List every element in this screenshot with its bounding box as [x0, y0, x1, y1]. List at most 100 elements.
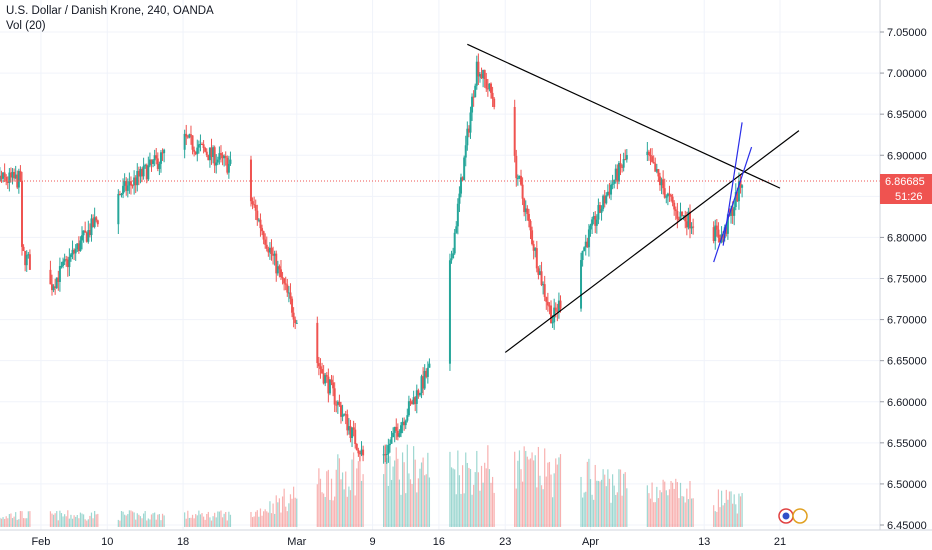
candle-body: [55, 277, 58, 288]
volume-bar: [457, 450, 459, 527]
candle-body: [24, 250, 27, 266]
candle-body: [21, 180, 23, 247]
candle-body: [28, 254, 31, 270]
candle-body: [464, 145, 467, 158]
candle-body: [193, 149, 196, 152]
candle-body: [355, 443, 358, 451]
volume-bar: [185, 518, 187, 527]
volume-bar: [458, 475, 461, 527]
volume-bar: [190, 517, 192, 527]
candle-body: [382, 454, 385, 456]
volume-bar: [212, 516, 214, 527]
candle-body: [347, 426, 350, 431]
volume-bar: [215, 517, 217, 527]
candle-body: [392, 432, 395, 438]
candle-body: [68, 256, 71, 268]
volume-bar: [619, 469, 622, 527]
candle-body: [726, 214, 729, 234]
volume-bar: [414, 459, 416, 527]
candle-body: [403, 421, 406, 426]
volume-bar: [228, 511, 230, 527]
volume-bar: [556, 464, 558, 527]
candle-body: [144, 164, 147, 166]
candle-body: [690, 226, 693, 229]
candle-body: [591, 219, 594, 226]
volume-bar: [717, 489, 720, 527]
volume-bar: [79, 512, 82, 527]
time-tick-label: 18: [177, 536, 189, 548]
volume-bar: [341, 472, 344, 527]
volume-bar: [51, 513, 53, 527]
volume-bar: [739, 496, 742, 527]
volume-bar: [736, 513, 738, 527]
volume-bar: [392, 466, 394, 527]
candle-body: [229, 159, 232, 164]
volume-bar: [16, 519, 18, 527]
volume-bar: [49, 511, 52, 527]
candle-body: [284, 283, 287, 285]
candle-body: [82, 230, 85, 236]
candle-body: [542, 284, 545, 286]
candle-body: [531, 230, 534, 245]
candle-body: [183, 133, 186, 150]
volume-bar: [662, 479, 664, 527]
volume-bar: [330, 478, 333, 527]
volume-bar: [191, 514, 194, 527]
volume-bar: [223, 513, 225, 527]
candle-body: [17, 170, 20, 188]
volume-bar: [131, 511, 134, 527]
price-tick-label: 6.90000: [887, 150, 927, 162]
candle-body: [594, 216, 597, 226]
volume-bar: [720, 490, 723, 527]
candle-body: [736, 192, 739, 202]
volume-bar: [157, 514, 159, 527]
candle-body: [283, 278, 286, 284]
candle-body: [586, 241, 589, 248]
volume-bar: [275, 495, 277, 527]
volume-bar: [427, 452, 429, 527]
volume-bar: [515, 488, 517, 527]
candle-body: [428, 363, 431, 368]
price-axis[interactable]: 7.050007.000006.950006.900006.850006.800…: [880, 27, 927, 532]
events-icon[interactable]: [778, 508, 808, 524]
candle-body: [153, 155, 156, 161]
volume-bar: [540, 485, 543, 527]
candle-body: [249, 159, 252, 202]
volume-bar: [605, 486, 607, 527]
volume-bar: [593, 499, 595, 527]
volume-bar: [188, 517, 190, 527]
candle-body: [324, 375, 327, 384]
volume-bar: [71, 518, 74, 527]
volume-bar: [692, 498, 694, 527]
volume-bar: [460, 493, 462, 527]
volume-bar: [163, 515, 165, 527]
candle-body: [185, 133, 188, 137]
candle-body: [600, 208, 603, 213]
candle-body: [730, 208, 733, 216]
volume-bar: [337, 454, 339, 527]
price-tick-label: 6.55000: [887, 438, 927, 450]
candle-body: [156, 158, 159, 169]
candle-body: [278, 266, 281, 270]
volume-bar: [719, 507, 721, 527]
volume-bar: [514, 451, 516, 527]
volume-bar: [226, 520, 228, 527]
candle-body: [668, 193, 671, 196]
candle-body: [25, 254, 28, 266]
volume-bar: [547, 462, 549, 527]
candle-body: [666, 193, 669, 197]
candle-body: [199, 143, 202, 145]
price-tick-label: 6.75000: [887, 274, 927, 286]
volume-label: Vol (20): [6, 20, 46, 32]
volume-bar: [82, 514, 85, 527]
volume-bar: [319, 478, 322, 527]
candle-body: [584, 241, 587, 248]
candle-body: [267, 248, 270, 253]
volume-bar: [195, 514, 197, 527]
candle-body: [400, 425, 402, 434]
candle-body: [52, 286, 55, 291]
candle-body: [660, 179, 663, 186]
candle-body: [226, 157, 229, 173]
time-axis[interactable]: Feb 10 18 Mar 9 16 23 Apr 13 21: [31, 536, 786, 548]
